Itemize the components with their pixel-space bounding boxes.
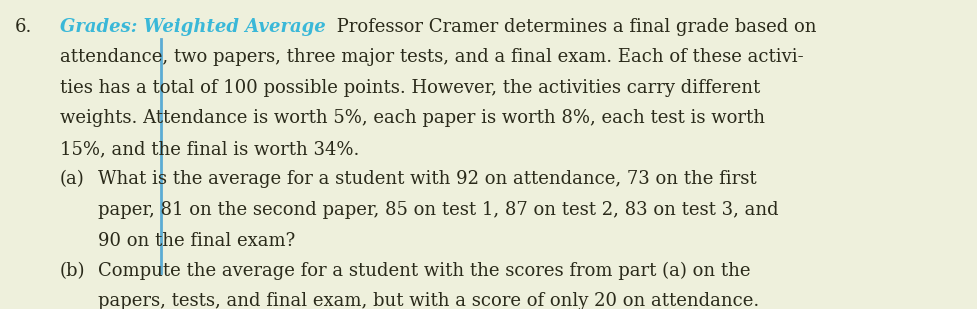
- Text: 90 on the final exam?: 90 on the final exam?: [98, 231, 295, 249]
- Text: 6.: 6.: [15, 18, 32, 36]
- Text: What is the average for a student with 92 on attendance, 73 on the first: What is the average for a student with 9…: [98, 171, 756, 188]
- Text: attendance, two papers, three major tests, and a final exam. Each of these activ: attendance, two papers, three major test…: [60, 49, 803, 66]
- Text: weights. Attendance is worth 5%, each paper is worth 8%, each test is worth: weights. Attendance is worth 5%, each pa…: [60, 109, 764, 128]
- Text: paper, 81 on the second paper, 85 on test 1, 87 on test 2, 83 on test 3, and: paper, 81 on the second paper, 85 on tes…: [98, 201, 778, 219]
- Text: Grades: Weighted Average: Grades: Weighted Average: [60, 18, 325, 36]
- Text: (a): (a): [60, 171, 85, 188]
- Text: Professor Cramer determines a final grade based on: Professor Cramer determines a final grad…: [330, 18, 816, 36]
- Text: papers, tests, and final exam, but with a score of only 20 on attendance.: papers, tests, and final exam, but with …: [98, 293, 758, 309]
- Text: 15%, and the final is worth 34%.: 15%, and the final is worth 34%.: [60, 140, 359, 158]
- Text: Compute the average for a student with the scores from part (a) on the: Compute the average for a student with t…: [98, 262, 749, 280]
- Text: (b): (b): [60, 262, 85, 280]
- Text: ties has a total of 100 possible points. However, the activities carry different: ties has a total of 100 possible points.…: [60, 79, 759, 97]
